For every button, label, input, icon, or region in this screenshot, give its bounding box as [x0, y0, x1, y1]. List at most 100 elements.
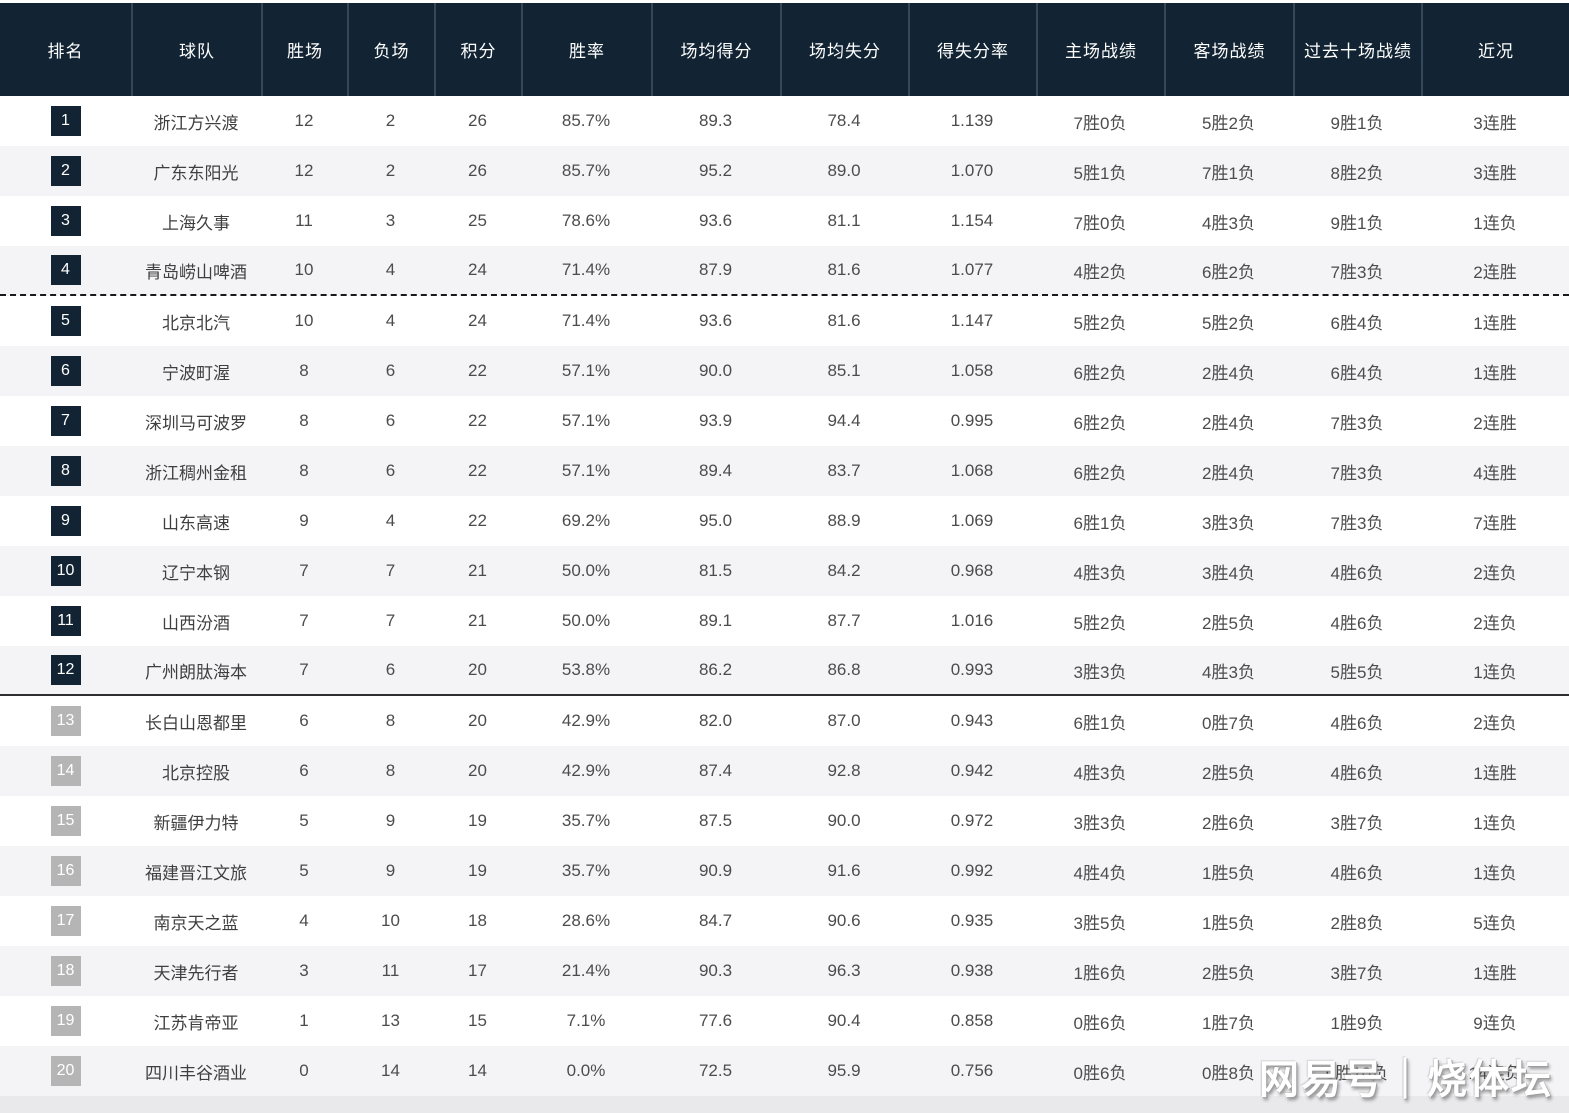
cell-win_pct: 50.0%	[561, 611, 611, 630]
cell-papg: 90.0	[827, 811, 861, 830]
cell-wins: 10	[294, 311, 314, 330]
cell-team[interactable]: 宁波町渥	[162, 363, 230, 383]
cell-ratio: 0.938	[950, 961, 994, 980]
cell-points: 26	[468, 111, 487, 130]
cell-team[interactable]: 四川丰谷酒业	[145, 1063, 247, 1083]
rank-badge: 2	[50, 156, 81, 186]
cell-last10: 5胜5负	[1330, 662, 1384, 682]
cell-rank: 2	[0, 146, 131, 196]
cell-last10: 4胜6负	[1330, 713, 1384, 733]
cell-team[interactable]: 北京北汽	[162, 313, 230, 333]
cell-away: 1胜5负	[1202, 863, 1255, 883]
cell-wins: 9	[299, 511, 309, 530]
cell-ppg: 89.3	[698, 111, 733, 130]
cell-team[interactable]: 辽宁本钢	[162, 563, 230, 583]
cell-ppg: 87.9	[698, 260, 733, 279]
cell-wins: 6	[299, 761, 309, 780]
cell-team[interactable]: 广东东阳光	[153, 163, 239, 183]
table-row: 11 山西汾酒 7 7 21 50.0% 89.1 87.7 1.016 5胜2负 2胜5负 4胜6负…	[0, 596, 1569, 646]
table-row: 4 青岛崂山啤酒 10 4 24 71.4% 87.9 81.6 1.077 4胜2负 6胜2负 7胜…	[0, 246, 1569, 296]
rank-badge: 13	[50, 706, 81, 736]
cell-rank: 20	[0, 1046, 131, 1096]
cell-papg: 85.1	[827, 361, 861, 380]
cell-away: 3胜4负	[1202, 563, 1255, 583]
cell-ppg: 93.6	[698, 211, 733, 230]
cell-team[interactable]: 北京控股	[162, 763, 230, 783]
cell-team[interactable]: 江苏肯帝亚	[153, 1013, 239, 1033]
cell-wins: 0	[299, 1061, 309, 1080]
rank-badge: 11	[50, 606, 81, 636]
cell-ratio: 1.147	[950, 311, 994, 330]
table-row: 16 福建晋江文旅 5 9 19 35.7% 90.9 91.6 0.992 4胜4负 1胜5负 4胜…	[0, 846, 1569, 896]
cell-ppg: 93.6	[698, 311, 733, 330]
cell-away: 6胜2负	[1202, 262, 1255, 282]
cell-recent: 1连胜	[1473, 313, 1517, 333]
cell-recent: 9连负	[1473, 1013, 1517, 1033]
table-row: 15 新疆伊力特 5 9 19 35.7% 87.5 90.0 0.972 3胜3负 2胜6负 3胜7…	[0, 796, 1569, 846]
cell-team[interactable]: 新疆伊力特	[153, 813, 239, 833]
cell-team[interactable]: 山西汾酒	[162, 613, 230, 633]
rank-badge: 3	[50, 206, 81, 236]
rank-badge: 8	[50, 456, 81, 486]
cell-last10: 4胜6负	[1330, 563, 1384, 583]
cell-rank: 12	[0, 646, 131, 694]
table-row: 19 江苏肯帝亚 1 13 15 7.1% 77.6 90.4 0.858 0胜6负 1胜7负 1胜9…	[0, 996, 1569, 1046]
rank-badge: 5	[50, 306, 81, 336]
cell-ppg: 89.4	[698, 461, 733, 480]
cell-rank: 10	[0, 546, 131, 596]
cell-team[interactable]: 长白山恩都里	[145, 713, 247, 733]
cell-losses: 13	[381, 1011, 400, 1030]
cell-ratio: 0.935	[950, 911, 994, 930]
cell-last10: 9胜1负	[1330, 113, 1384, 133]
column-header-losses: 负场	[347, 3, 434, 96]
cell-ratio: 0.968	[950, 561, 994, 580]
cell-away: 0胜7负	[1202, 713, 1255, 733]
rank-badge: 10	[50, 556, 81, 586]
cell-team[interactable]: 山东高速	[162, 513, 230, 533]
cell-papg: 81.6	[827, 311, 861, 330]
table-row: 8 浙江稠州金租 8 6 22 57.1% 89.4 83.7 1.068 6胜2负 2胜4负 7胜3…	[0, 446, 1569, 496]
rank-badge: 6	[50, 356, 81, 386]
cell-home: 7胜0负	[1073, 113, 1127, 133]
cell-team[interactable]: 上海久事	[162, 213, 230, 233]
cell-rank: 1	[0, 96, 131, 146]
cell-points: 17	[468, 961, 487, 980]
cell-team[interactable]: 福建晋江文旅	[145, 863, 247, 883]
cell-team[interactable]: 天津先行者	[153, 963, 239, 983]
column-header-team: 球队	[131, 3, 261, 96]
cell-rank: 18	[0, 946, 131, 996]
cell-ratio: 1.068	[950, 461, 994, 480]
cell-away: 2胜4负	[1202, 363, 1255, 383]
cell-recent: 7连胜	[1473, 513, 1517, 533]
cell-win_pct: 28.6%	[561, 911, 611, 930]
cell-team[interactable]: 浙江稠州金租	[145, 463, 247, 483]
cell-team[interactable]: 深圳马可波罗	[145, 413, 247, 433]
cell-win_pct: 85.7%	[561, 111, 611, 130]
rank-badge: 18	[50, 956, 81, 986]
cell-points: 20	[468, 660, 487, 679]
cell-points: 19	[468, 811, 487, 830]
cell-rank: 9	[0, 496, 131, 546]
cell-ratio: 0.858	[950, 1011, 994, 1030]
cell-wins: 8	[299, 461, 309, 480]
cell-ppg: 86.2	[698, 660, 733, 679]
cell-team[interactable]: 南京天之蓝	[153, 913, 239, 933]
cell-home: 3胜3负	[1073, 813, 1127, 833]
cell-recent: 4连胜	[1473, 463, 1517, 483]
table-row: 12 广州朗肽海本 7 6 20 53.8% 86.2 86.8 0.993 3胜3负 4胜3负 5胜…	[0, 646, 1569, 696]
cell-team[interactable]: 青岛崂山啤酒	[145, 262, 247, 282]
cell-wins: 1	[299, 1011, 309, 1030]
cell-last10: 6胜4负	[1330, 363, 1384, 383]
cell-win_pct: 71.4%	[561, 260, 611, 279]
cell-losses: 8	[385, 711, 396, 730]
cell-team[interactable]: 广州朗肽海本	[145, 662, 247, 682]
cell-away: 4胜3负	[1202, 662, 1255, 682]
cell-home: 6胜2负	[1073, 463, 1127, 483]
cell-papg: 91.6	[827, 861, 861, 880]
cell-away: 2胜4负	[1202, 413, 1255, 433]
cell-away: 2胜5负	[1202, 763, 1255, 783]
cell-home: 4胜3负	[1073, 563, 1127, 583]
rank-badge: 20	[50, 1056, 81, 1086]
cell-team[interactable]: 浙江方兴渡	[153, 113, 239, 133]
cell-rank: 11	[0, 596, 131, 646]
